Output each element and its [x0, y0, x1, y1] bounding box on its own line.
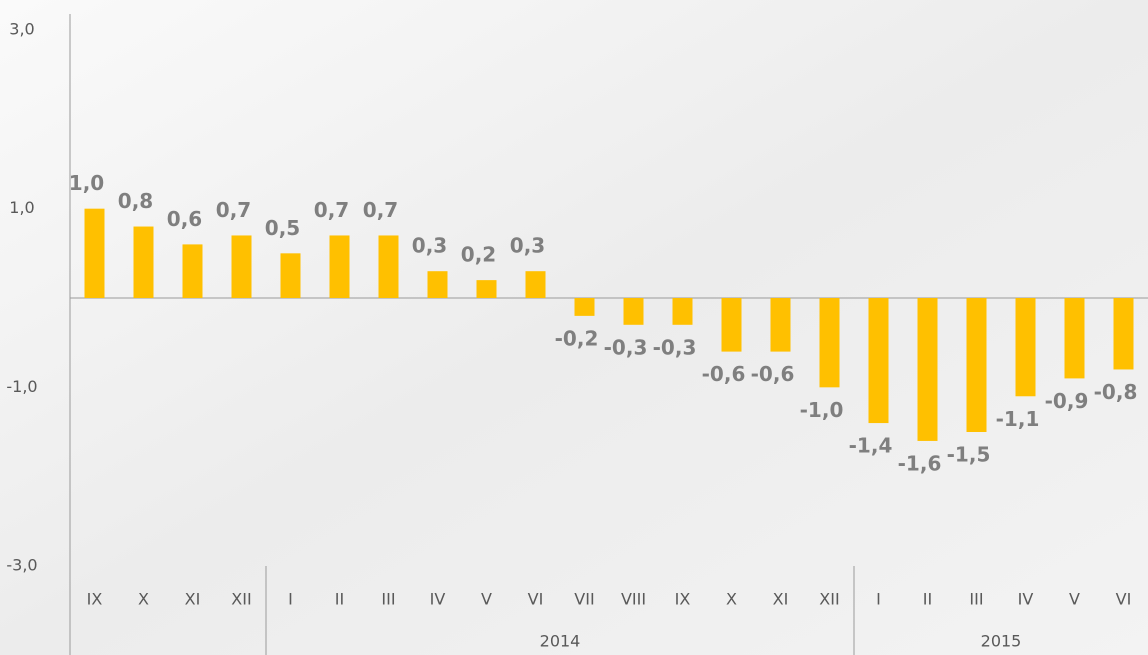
x-tick-label: III [969, 590, 983, 609]
bar [231, 235, 252, 298]
bar [574, 298, 595, 316]
x-tick-label: VII [574, 590, 594, 609]
data-label: -1,4 [849, 434, 893, 458]
x-tick-label: XII [231, 590, 251, 609]
bar [819, 298, 840, 388]
bar [966, 298, 987, 432]
data-label: 1,0 [69, 171, 104, 195]
bar [182, 244, 203, 298]
data-label: 0,6 [167, 207, 202, 231]
bar [525, 271, 546, 298]
bar [84, 208, 105, 298]
bar [378, 235, 399, 298]
x-tick-label: I [876, 590, 881, 609]
data-label: 0,2 [461, 243, 496, 267]
data-label: 0,8 [118, 189, 153, 213]
x-tick-label: X [726, 590, 737, 609]
x-tick-label: XI [773, 590, 789, 609]
y-tick-label: 1,0 [9, 198, 34, 217]
year-label: 2015 [981, 632, 1022, 651]
bar [280, 253, 301, 298]
bar [1064, 298, 1085, 379]
data-label: -0,3 [604, 335, 648, 359]
bar [623, 298, 644, 325]
bar [770, 298, 791, 352]
y-tick-label: -1,0 [6, 377, 37, 396]
data-label: 0,5 [265, 216, 300, 240]
x-tick-label: X [138, 590, 149, 609]
x-tick-label: II [923, 590, 932, 609]
data-label: -0,6 [702, 362, 746, 386]
data-label: -1,5 [947, 443, 991, 467]
x-tick-label: V [481, 590, 492, 609]
x-tick-label: IX [675, 590, 691, 609]
bar [721, 298, 742, 352]
bar [868, 298, 889, 424]
x-tick-label: III [381, 590, 395, 609]
bar [133, 226, 154, 298]
x-tick-label: I [288, 590, 293, 609]
data-label: 0,7 [363, 198, 398, 222]
x-tick-label: XII [819, 590, 839, 609]
bar [427, 271, 448, 298]
x-tick-label: II [335, 590, 344, 609]
bar [917, 298, 938, 441]
data-label: 0,3 [510, 234, 545, 258]
x-tick-label: VI [528, 590, 544, 609]
x-tick-label: IV [430, 590, 446, 609]
data-label: -0,9 [1045, 389, 1089, 413]
data-label: 0,3 [412, 234, 447, 258]
x-tick-label: V [1069, 590, 1080, 609]
x-tick-label: VI [1116, 590, 1132, 609]
data-label: -0,2 [555, 326, 599, 350]
data-label: -1,1 [996, 407, 1040, 431]
x-tick-label: VIII [621, 590, 646, 609]
year-label: 2014 [540, 632, 581, 651]
y-tick-label: 3,0 [9, 20, 34, 39]
data-label: -1,6 [898, 451, 942, 475]
y-tick-label: -3,0 [6, 556, 37, 575]
x-tick-label: IX [87, 590, 103, 609]
data-label: -1,0 [800, 398, 844, 422]
bar [672, 298, 693, 325]
data-label: 0,7 [314, 198, 349, 222]
bar [329, 235, 350, 298]
bar [476, 280, 497, 298]
data-label: -0,3 [653, 335, 697, 359]
x-tick-label: IV [1018, 590, 1034, 609]
data-label: -0,6 [751, 362, 795, 386]
data-label: -0,8 [1094, 380, 1138, 404]
x-tick-label: XI [185, 590, 201, 609]
bar [1015, 298, 1036, 397]
data-label: 0,7 [216, 198, 251, 222]
bar [1113, 298, 1134, 370]
